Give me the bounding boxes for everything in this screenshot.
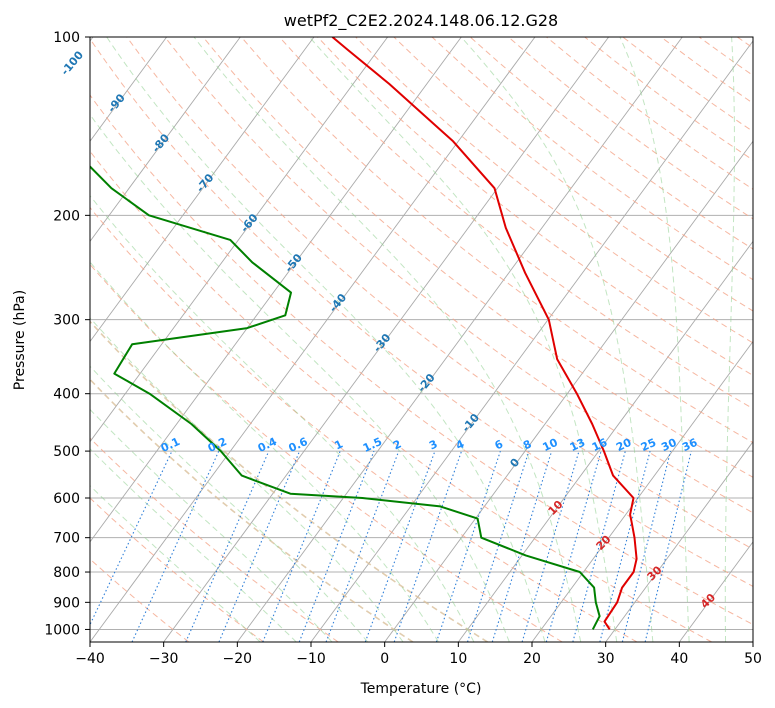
mixing-ratio-label: 10 [541,436,561,454]
mixing-ratio-label: 13 [568,436,587,454]
isotherm-line [236,37,683,642]
moist-adiabat-line [460,37,654,642]
x-tick-label: 10 [449,651,467,667]
y-axis-ticks: 100 200 300 400 500 600 700 800 900 1000 [44,30,90,638]
mixing-ratio-label: 16 [590,436,610,454]
x-axis-label: Temperature (°C) [360,681,482,697]
isotherm-line [605,440,753,642]
mixing-ratio-line [435,450,501,642]
mixing-ratio-line [572,450,626,642]
dry-adiabat-line [164,37,753,514]
mixing-ratio-label: 36 [680,436,700,454]
dry-adiabat-line [90,206,638,642]
mixing-ratio-label: 20 [614,436,634,454]
y-tick-label: 400 [53,387,80,403]
isotherm-line [163,37,610,642]
y-tick-label: 500 [53,444,80,460]
y-tick-label: 700 [53,531,80,547]
x-tick-label: −40 [75,651,105,667]
dry-adiabats [90,37,753,642]
moist-adiabat-line [90,484,261,642]
y-tick-label: 100 [53,30,80,46]
dry-adiabat-line [90,263,563,642]
x-tick-label: 30 [597,651,615,667]
mixing-ratio-line [218,450,301,642]
dry-adiabat-line [90,150,712,642]
mixing-ratio-label: 30 [659,436,679,454]
y-tick-label: 900 [53,595,80,611]
moist-adiabat-line [193,37,582,642]
moist-adiabats [90,37,735,642]
mixing-ratio-label: 25 [639,436,658,454]
moist-adiabat-line [106,37,546,642]
y-tick-label: 800 [53,565,80,581]
x-tick-label: 40 [670,651,688,667]
mixing-ratio-line [599,450,651,642]
mixing-ratio-line [491,450,553,642]
moist-adiabat-line [90,408,333,642]
isotherm-line [90,37,315,343]
mixing-ratio-line [131,450,220,642]
plot-frame [89,36,754,643]
dry-adiabat-line [317,37,753,377]
x-tick-label: −20 [223,651,253,667]
moist-adiabat-line [90,261,439,642]
dewpoint-profile-line [90,165,601,630]
x-tick-label: 0 [380,651,389,667]
y-tick-label: 1000 [44,622,80,638]
mixing-ratio-line [621,450,672,642]
mixing-ratio-line [185,450,270,642]
dry-adiabat-line [90,378,414,642]
y-tick-label: 300 [53,313,80,329]
mixing-ratio-lines [90,450,692,642]
moist-adiabat-line [90,317,404,642]
isobar-gridlines [90,37,753,630]
mixing-ratio-line [644,450,692,642]
x-axis-ticks: −40 −30 −20 −10 0 10 20 30 40 50 [75,642,762,667]
temperature-profile-line [331,37,638,630]
isotherm-line [90,37,241,243]
dry-adiabat-line [279,37,753,410]
isotherm-line [90,37,536,642]
mixing-ratio-line [364,450,436,642]
moist-adiabat-line [90,113,510,642]
dry-adiabat-line [90,38,753,587]
dry-adiabat-line [126,37,753,550]
isotherm-line [384,140,753,642]
sounding-profiles [90,37,638,630]
moist-adiabat-line [90,448,297,642]
x-tick-label: 20 [523,651,541,667]
mixing-ratio-line [466,450,530,642]
isotherm-line [90,37,168,142]
dry-adiabat-line [355,37,753,344]
chart-title: wetPf2_C2E2.2024.148.06.12.G28 [284,11,558,31]
moist-adiabat-line [309,37,618,642]
y-tick-label: 600 [53,491,80,507]
dry-adiabat-line [90,94,753,626]
moist-adiabat-line [724,37,735,642]
mixing-ratio-line [393,450,463,642]
mixing-ratio-line [545,450,602,642]
y-axis-label: Pressure (hPa) [12,290,28,390]
mixing-ratio-line [521,450,580,642]
isotherm-line [457,240,753,642]
moist-adiabat-line [619,37,690,642]
x-tick-label: 50 [744,651,762,667]
isotherm-line [531,340,753,642]
y-tick-label: 200 [53,208,80,224]
x-tick-label: −10 [296,651,326,667]
x-tick-label: −30 [149,651,179,667]
